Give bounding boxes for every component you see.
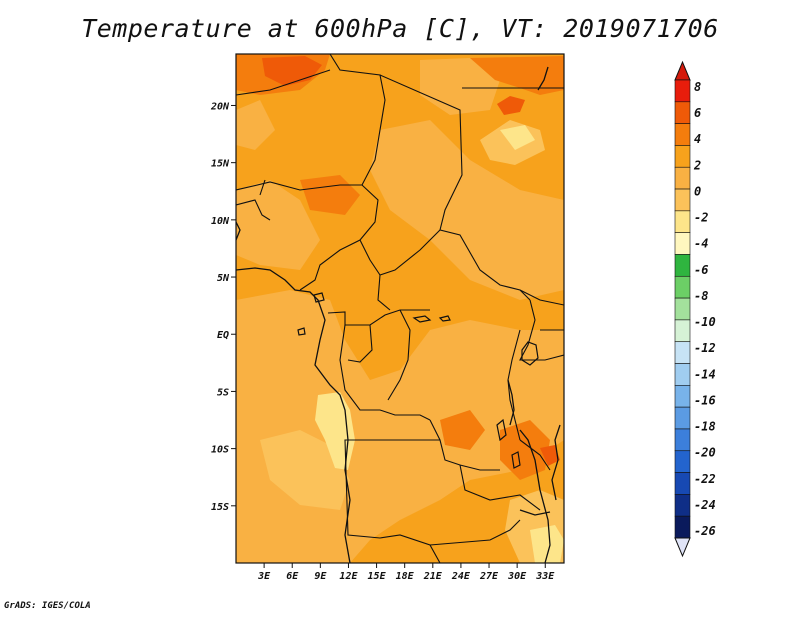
- field-patch-deep: [440, 410, 485, 450]
- longitude-axis: 3E 6E 9E 12E 15E 18E 21E 24E 27E 30E 33E: [257, 563, 555, 582]
- colorbar-label: -22: [694, 472, 716, 486]
- colorbar-label: -26: [694, 524, 716, 538]
- colorbar-swatch: [674, 188, 691, 212]
- colorbar-top-arrow: [674, 60, 691, 81]
- lon-tick-label: 18E: [396, 571, 415, 582]
- colorbar-swatch: [674, 254, 691, 277]
- colorbar-swatch: [674, 363, 691, 386]
- lon-tick-label: 21E: [423, 571, 443, 582]
- field-patch-light: [236, 100, 275, 150]
- lon-tick-label: 27E: [479, 571, 499, 582]
- colorbar-label: -8: [694, 289, 708, 303]
- field-patch-deep: [500, 420, 550, 480]
- colorbar-swatch: [674, 101, 691, 124]
- lakes: [297, 292, 539, 469]
- chart-title: Temperature at 600hPa [C], VT: 201907170…: [81, 14, 719, 43]
- field-patch-yellow: [500, 125, 535, 150]
- temperature-field: [236, 54, 564, 563]
- lat-tick-label: 10S: [211, 445, 229, 456]
- latitude-axis: 20N 15N 10N 5N EQ 5S 10S 15S: [210, 101, 236, 513]
- colorbar-swatch: [674, 145, 691, 168]
- colorbar-label: 0: [694, 184, 701, 198]
- colorbar-label: -16: [694, 393, 716, 407]
- field-patch-yellow: [530, 525, 564, 563]
- field-patch-light: [370, 120, 564, 300]
- lon-tick-label: 6E: [286, 571, 299, 582]
- colorbar-label: -2: [694, 211, 708, 225]
- colorbar-label: -20: [694, 446, 716, 460]
- lon-tick-label: 15E: [368, 571, 387, 582]
- colorbar-bottom-arrow: [674, 537, 691, 558]
- colorbar-swatch: [674, 232, 691, 255]
- colorbar-swatch: [674, 166, 691, 190]
- colorbar-swatch: [674, 515, 691, 539]
- colorbar-label: -10: [694, 315, 716, 329]
- field-patch-light: [236, 180, 320, 270]
- colorbar-label: 6: [694, 106, 701, 120]
- colorbar-label: 4: [694, 132, 701, 146]
- lon-tick-label: 9E: [314, 571, 327, 582]
- colorbar-label: 8: [694, 80, 701, 94]
- colorbar-label: -12: [694, 341, 716, 355]
- colorbar-swatch: [674, 123, 691, 146]
- colorbar-label: 2: [693, 158, 701, 172]
- colorbar-swatch: [674, 385, 691, 408]
- colorbar-label: -14: [694, 367, 716, 381]
- lon-tick-label: 3E: [257, 571, 271, 582]
- colorbar-label: -6: [694, 263, 708, 277]
- colorbar-swatch: [674, 428, 691, 452]
- colorbar-swatch: [674, 341, 691, 364]
- colorbar-swatch: [674, 297, 691, 321]
- grads-credit: GrADS: IGES/COLA: [4, 601, 91, 611]
- field-patch-red: [497, 96, 525, 115]
- colorbar: 8 6 4 2 0 -2 -4 -6 -8 -10 -12 -14 -16 -18 -20 -22 -24 -26: [674, 60, 716, 558]
- lon-tick-label: 30E: [507, 571, 527, 582]
- lat-tick-label: 20N: [210, 101, 230, 112]
- lat-tick-label: 15N: [211, 159, 230, 170]
- colorbar-swatch: [674, 406, 691, 430]
- field-patch-pale: [260, 430, 350, 510]
- lat-tick-label: 5S: [217, 387, 229, 398]
- colorbar-label: -18: [694, 420, 716, 434]
- field-patch-red: [262, 56, 322, 86]
- colorbar-swatch: [674, 494, 691, 517]
- coastlines: [236, 66, 561, 563]
- map-frame: [235, 53, 565, 564]
- colorbar-swatch: [674, 319, 691, 343]
- colorbar-swatch: [674, 472, 691, 495]
- colorbar-label: -4: [694, 237, 708, 251]
- colorbar-swatch: [674, 450, 691, 473]
- lon-tick-label: 12E: [339, 571, 358, 582]
- colorbar-swatch: [674, 79, 691, 103]
- colorbar-swatch: [674, 275, 691, 299]
- lat-tick-label: 10N: [211, 216, 230, 227]
- country-boundaries: [236, 54, 564, 563]
- colorbar-label: -24: [694, 498, 716, 512]
- lat-tick-label: 5N: [217, 273, 230, 284]
- lon-tick-label: 24E: [451, 571, 471, 582]
- lon-tick-label: 33E: [535, 571, 555, 582]
- lat-tick-label: EQ: [217, 330, 229, 341]
- field-patch-red: [540, 445, 560, 466]
- colorbar-swatch: [674, 210, 691, 233]
- lat-tick-label: 15S: [211, 502, 229, 513]
